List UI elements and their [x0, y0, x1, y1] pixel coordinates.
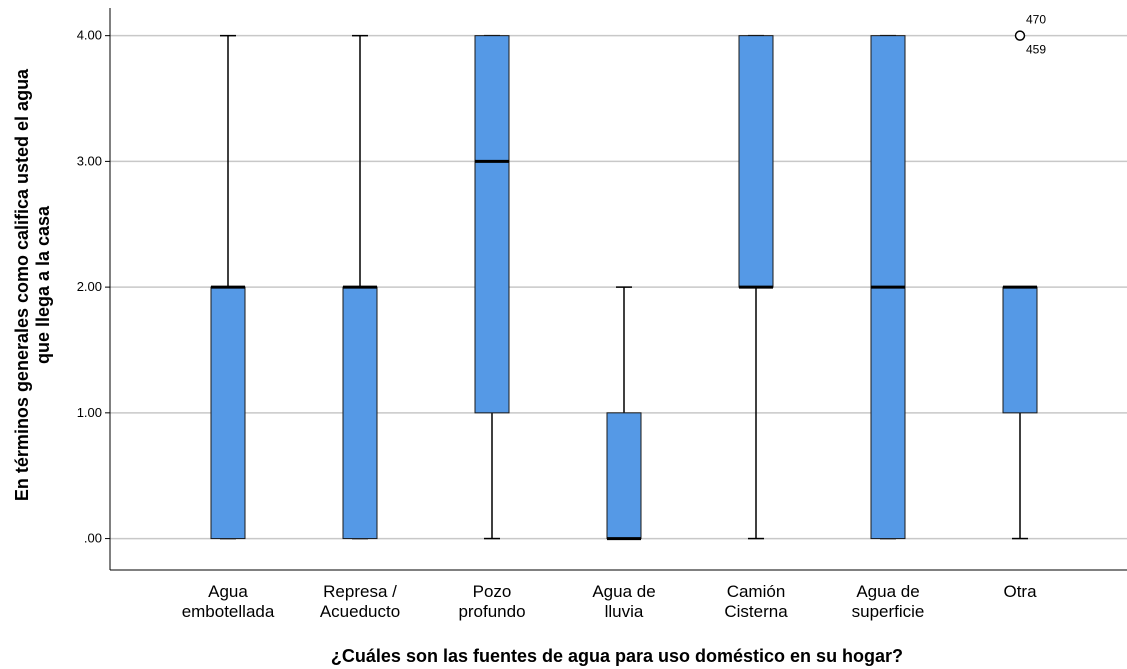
box-1: [210, 34, 246, 540]
outlier-label: 470: [1026, 13, 1046, 27]
y-axis-title-line: En términos generales como califica uste…: [12, 68, 32, 501]
category-label: lluvia: [605, 602, 644, 621]
box-4: [606, 286, 642, 541]
category-label: Agua: [208, 582, 248, 601]
iqr-box: [1002, 286, 1038, 414]
iqr-box: [606, 412, 642, 540]
box-3: [474, 34, 510, 540]
iqr-box: [210, 286, 246, 540]
y-tick-label: 2.00: [77, 279, 102, 294]
category-label: Otra: [1003, 582, 1037, 601]
box-5: [738, 34, 774, 540]
y-tick-labels: .00 1.00 2.00 3.00 4.00: [77, 28, 110, 546]
axes: [109, 8, 1127, 571]
iqr-box: [342, 286, 378, 540]
outlier-point: [1014, 30, 1026, 41]
category-label: Cisterna: [724, 602, 788, 621]
category-label: Pozo: [473, 582, 512, 601]
x-axis-title: ¿Cuáles son las fuentes de agua para uso…: [331, 646, 903, 666]
category-label: Camión: [727, 582, 786, 601]
outlier-label: 459: [1026, 43, 1046, 57]
box-2: [342, 34, 378, 540]
box-7: 470 459: [1002, 13, 1046, 540]
y-tick-label: 1.00: [77, 405, 102, 420]
category-label: superficie: [852, 602, 925, 621]
y-axis-title: En términos generales como califica uste…: [12, 68, 53, 501]
y-tick-label: 3.00: [77, 153, 102, 168]
y-tick-label: .00: [84, 531, 102, 546]
y-axis-title-line: que llega a la casa: [33, 205, 53, 364]
category-label: embotellada: [182, 602, 275, 621]
category-label: Agua de: [592, 582, 655, 601]
box-6: [870, 34, 906, 540]
category-label: profundo: [458, 602, 525, 621]
boxes: 470 459: [210, 13, 1046, 541]
category-label: Represa /: [323, 582, 397, 601]
iqr-box: [474, 35, 510, 414]
iqr-box: [738, 35, 774, 288]
y-tick-label: 4.00: [77, 28, 102, 43]
category-label: Agua de: [856, 582, 919, 601]
category-label: Acueducto: [320, 602, 400, 621]
